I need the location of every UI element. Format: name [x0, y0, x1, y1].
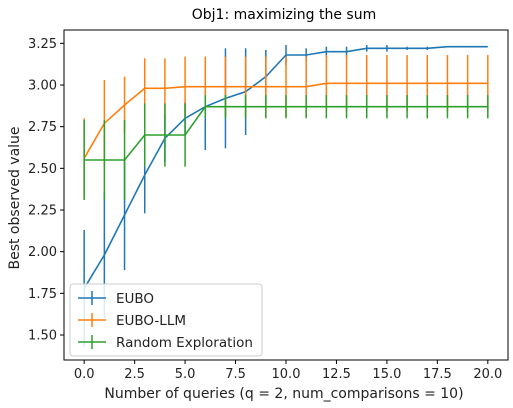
- y-tick-label: 1.50: [28, 329, 57, 344]
- x-tick-label: 20.0: [473, 367, 502, 382]
- legend-label: Random Exploration: [116, 335, 253, 351]
- y-tick-label: 2.00: [28, 245, 57, 260]
- x-axis-label: Number of queries (q = 2, num_comparison…: [104, 386, 463, 402]
- x-tick-label: 7.5: [225, 367, 246, 382]
- y-tick-label: 2.25: [28, 204, 57, 219]
- x-tick-label: 17.5: [423, 367, 452, 382]
- x-tick-label: 5.0: [175, 367, 196, 382]
- legend-label: EUBO-LLM: [116, 313, 186, 329]
- x-tick-label: 2.5: [124, 367, 145, 382]
- x-tick-label: 15.0: [372, 367, 401, 382]
- x-tick-label: 0.0: [74, 367, 95, 382]
- x-tick-label: 12.5: [322, 367, 351, 382]
- y-tick-label: 2.50: [28, 162, 57, 177]
- chart-title: Obj1: maximizing the sum: [192, 7, 376, 23]
- y-axis-label: Best observed value: [7, 126, 23, 269]
- legend-label: EUBO: [116, 291, 154, 307]
- y-tick-label: 3.00: [28, 79, 57, 94]
- legend: EUBO EUBO-LLM Random Exploration: [70, 284, 262, 356]
- x-tick-label: 10.0: [272, 367, 301, 382]
- y-tick-label: 2.75: [28, 120, 57, 135]
- y-tick-label: 1.75: [28, 287, 57, 302]
- y-tick-label: 3.25: [28, 37, 57, 52]
